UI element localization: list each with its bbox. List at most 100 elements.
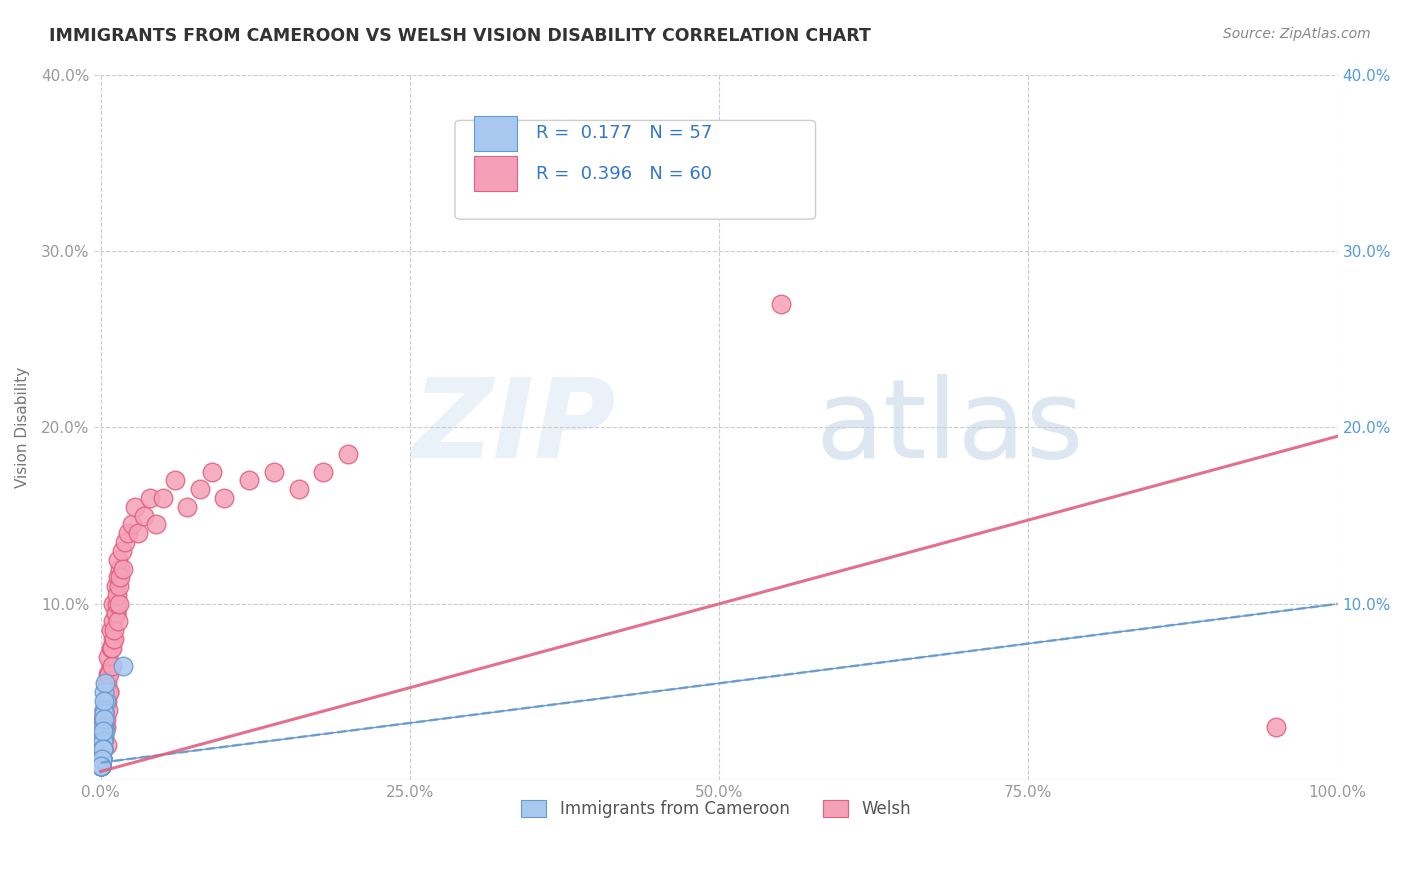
- Point: [214, 491, 236, 505]
- Point: [91, 741, 114, 756]
- Point: [90, 759, 112, 773]
- Point: [90, 752, 112, 766]
- Point: [100, 640, 122, 655]
- Point: [90, 752, 112, 766]
- Point: [107, 570, 129, 584]
- Point: [90, 759, 112, 773]
- Point: [90, 752, 112, 766]
- Point: [91, 720, 114, 734]
- Point: [90, 741, 112, 756]
- Point: [103, 632, 125, 647]
- Point: [98, 685, 121, 699]
- Point: [90, 741, 112, 756]
- Point: [101, 640, 124, 655]
- Point: [108, 579, 131, 593]
- Point: [105, 597, 128, 611]
- Point: [93, 703, 115, 717]
- Point: [94, 720, 117, 734]
- Point: [91, 734, 114, 748]
- Point: [90, 759, 112, 773]
- Point: [97, 703, 120, 717]
- Point: [105, 588, 128, 602]
- Point: [91, 723, 114, 738]
- Text: ZIP: ZIP: [413, 374, 617, 481]
- Point: [90, 759, 112, 773]
- Point: [93, 706, 115, 721]
- Point: [90, 759, 112, 773]
- Point: [90, 752, 112, 766]
- Point: [96, 676, 118, 690]
- Point: [111, 658, 134, 673]
- Point: [97, 667, 120, 681]
- Point: [111, 544, 134, 558]
- Bar: [474, 156, 517, 191]
- Point: [139, 491, 162, 505]
- Point: [91, 734, 114, 748]
- Point: [91, 734, 114, 748]
- Point: [91, 734, 114, 748]
- Point: [90, 759, 112, 773]
- Point: [90, 752, 112, 766]
- Point: [111, 561, 134, 575]
- FancyBboxPatch shape: [456, 120, 815, 219]
- Y-axis label: Vision Disability: Vision Disability: [15, 367, 30, 488]
- Point: [110, 561, 132, 575]
- Point: [91, 741, 114, 756]
- Point: [100, 624, 122, 638]
- Point: [263, 465, 285, 479]
- Point: [108, 597, 131, 611]
- Point: [90, 741, 112, 756]
- Text: atlas: atlas: [815, 374, 1084, 481]
- Point: [287, 482, 309, 496]
- Point: [90, 759, 112, 773]
- Point: [163, 474, 186, 488]
- Point: [93, 694, 115, 708]
- Point: [104, 606, 127, 620]
- Text: Source: ZipAtlas.com: Source: ZipAtlas.com: [1223, 27, 1371, 41]
- Text: IMMIGRANTS FROM CAMEROON VS WELSH VISION DISABILITY CORRELATION CHART: IMMIGRANTS FROM CAMEROON VS WELSH VISION…: [49, 27, 872, 45]
- Point: [107, 553, 129, 567]
- Point: [121, 517, 143, 532]
- Point: [1264, 720, 1286, 734]
- Point: [90, 720, 112, 734]
- Legend: Immigrants from Cameroon, Welsh: Immigrants from Cameroon, Welsh: [515, 793, 918, 825]
- Point: [100, 658, 122, 673]
- Point: [145, 517, 167, 532]
- Point: [93, 712, 115, 726]
- Point: [96, 738, 118, 752]
- Point: [90, 752, 112, 766]
- Point: [98, 685, 121, 699]
- Point: [93, 685, 115, 699]
- Point: [117, 526, 139, 541]
- Point: [90, 741, 112, 756]
- Point: [94, 723, 117, 738]
- Point: [238, 474, 260, 488]
- Point: [91, 741, 114, 756]
- Point: [90, 752, 112, 766]
- Point: [93, 729, 115, 743]
- Point: [91, 741, 114, 756]
- Point: [132, 508, 155, 523]
- Point: [101, 615, 124, 629]
- Point: [90, 752, 112, 766]
- Point: [91, 741, 114, 756]
- Point: [91, 734, 114, 748]
- Point: [97, 649, 120, 664]
- Point: [98, 667, 121, 681]
- Point: [337, 447, 360, 461]
- Point: [90, 752, 112, 766]
- Point: [127, 526, 149, 541]
- Point: [94, 712, 117, 726]
- Point: [201, 465, 224, 479]
- Point: [312, 465, 335, 479]
- Point: [93, 706, 115, 721]
- Point: [94, 694, 117, 708]
- Point: [91, 734, 114, 748]
- Point: [91, 723, 114, 738]
- Point: [101, 597, 124, 611]
- Text: R =  0.396   N = 60: R = 0.396 N = 60: [536, 165, 711, 183]
- Point: [94, 676, 117, 690]
- Point: [96, 694, 118, 708]
- Point: [176, 500, 198, 514]
- Point: [107, 615, 129, 629]
